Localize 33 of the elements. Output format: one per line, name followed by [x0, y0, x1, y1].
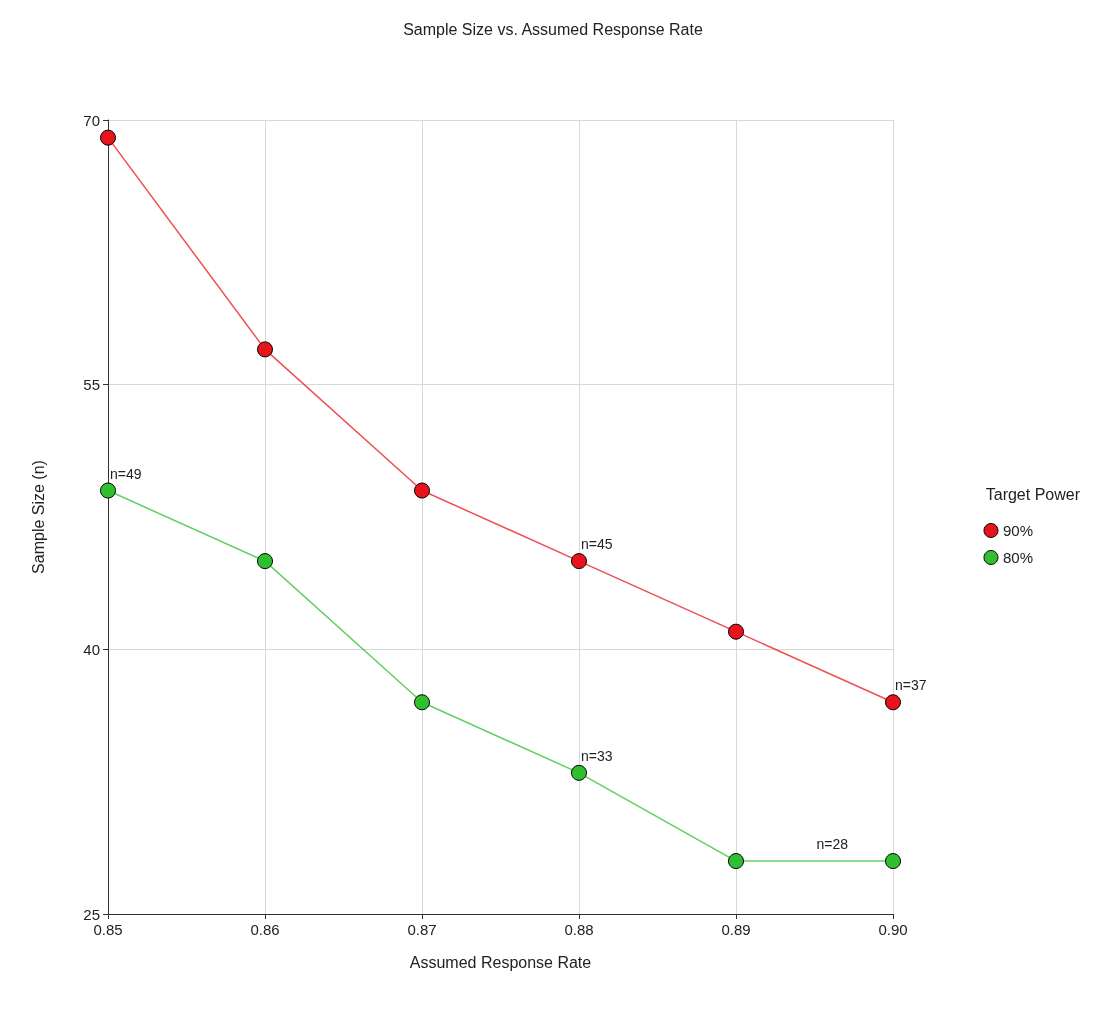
- x-tick-label: 0.88: [564, 921, 594, 938]
- point: [571, 553, 587, 570]
- annotation: n=45: [581, 536, 613, 553]
- point: [100, 129, 116, 146]
- point: [414, 694, 430, 711]
- x-tick-label: 0.85: [93, 921, 123, 938]
- point: [257, 553, 273, 570]
- point: [885, 853, 901, 870]
- annotation: n=28: [816, 836, 849, 853]
- y-tick-label: 70: [83, 111, 100, 129]
- point: [571, 764, 587, 781]
- chart-title: Sample Size vs. Assumed Response Rate: [403, 20, 703, 38]
- x-tick-label: 0.86: [250, 921, 280, 938]
- x-tick-label: 0.87: [407, 921, 437, 938]
- x-tick-label: 0.89: [721, 921, 751, 938]
- legend-title: Target Power: [985, 485, 1081, 503]
- x-axis-title: Assumed Response Rate: [409, 953, 592, 971]
- y-tick-label: 25: [83, 905, 100, 923]
- point: [885, 694, 901, 711]
- annotation: n=33: [581, 747, 613, 764]
- annotation: n=37: [895, 677, 927, 694]
- point: [257, 341, 273, 358]
- x-tick-label: 0.90: [878, 921, 908, 938]
- legend-label: 90%: [1002, 522, 1034, 539]
- y-axis-title: Sample Size (n): [29, 460, 47, 574]
- point: [728, 853, 744, 870]
- point: [728, 623, 744, 640]
- point: [100, 482, 116, 499]
- annotation: n=49: [110, 465, 142, 482]
- legend-label: 80%: [1002, 549, 1034, 566]
- point: [414, 482, 430, 499]
- y-tick-label: 55: [83, 376, 100, 394]
- y-tick-label: 40: [83, 640, 100, 658]
